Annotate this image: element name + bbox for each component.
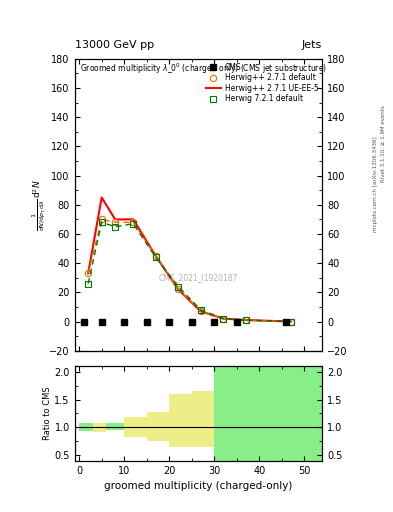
CMS — [234, 318, 239, 325]
Herwig++ 2.7.1 UE-EE-5 — [221, 315, 226, 322]
Herwig 7.2.1 default — [221, 315, 226, 322]
Bar — [169, 394, 192, 447]
Herwig 7.2.1 default — [198, 307, 203, 313]
Herwig 7.2.1 default — [86, 281, 90, 287]
Bar — [106, 423, 124, 430]
Herwig++ 2.7.1 UE-EE-5 — [176, 286, 180, 292]
Y-axis label: $\frac{1}{\mathrm{d}N/\mathrm{d}p_\mathrm{T}\,\mathrm{d}\lambda}\,\mathrm{d}^2N$: $\frac{1}{\mathrm{d}N/\mathrm{d}p_\mathr… — [31, 179, 48, 230]
Bar — [79, 423, 93, 431]
Herwig 7.2.1 default — [131, 221, 136, 227]
Text: Rivet 3.1.10, ≥ 1.9M events: Rivet 3.1.10, ≥ 1.9M events — [381, 105, 386, 182]
Line: CMS: CMS — [81, 319, 289, 324]
CMS — [99, 318, 104, 325]
Herwig++ 2.7.1 default — [153, 253, 158, 259]
Herwig++ 2.7.1 UE-EE-5 — [153, 253, 158, 259]
Herwig 7.2.1 default — [288, 318, 293, 325]
Herwig 7.2.1 default — [153, 254, 158, 261]
Text: mcplots.cern.ch [arXiv:1306.3436]: mcplots.cern.ch [arXiv:1306.3436] — [373, 137, 378, 232]
Herwig++ 2.7.1 default — [99, 216, 104, 222]
Herwig++ 2.7.1 default — [113, 219, 118, 225]
Herwig++ 2.7.1 UE-EE-5 — [288, 318, 293, 325]
Herwig++ 2.7.1 default — [86, 270, 90, 276]
Herwig 7.2.1 default — [176, 284, 180, 290]
Line: Herwig 7.2.1 default: Herwig 7.2.1 default — [85, 219, 294, 325]
Herwig++ 2.7.1 default — [243, 317, 248, 323]
Text: CMS_2021_I1920187: CMS_2021_I1920187 — [159, 273, 238, 282]
Herwig++ 2.7.1 default — [198, 308, 203, 314]
Herwig++ 2.7.1 UE-EE-5 — [131, 216, 136, 222]
CMS — [81, 318, 86, 325]
Herwig++ 2.7.1 default — [176, 286, 180, 292]
CMS — [212, 318, 217, 325]
Legend: CMS, Herwig++ 2.7.1 default, Herwig++ 2.7.1 UE-EE-5, Herwig 7.2.1 default: CMS, Herwig++ 2.7.1 default, Herwig++ 2.… — [204, 61, 320, 105]
Herwig++ 2.7.1 default — [131, 219, 136, 225]
Herwig 7.2.1 default — [243, 317, 248, 323]
X-axis label: groomed multiplicity (charged-only): groomed multiplicity (charged-only) — [104, 481, 293, 491]
Herwig++ 2.7.1 UE-EE-5 — [86, 270, 90, 276]
Herwig++ 2.7.1 default — [221, 315, 226, 322]
Text: Jets: Jets — [302, 40, 322, 50]
Bar — [214, 366, 327, 461]
CMS — [122, 318, 127, 325]
Herwig 7.2.1 default — [99, 219, 104, 225]
Herwig++ 2.7.1 UE-EE-5 — [113, 216, 118, 222]
Bar — [124, 417, 147, 437]
Bar — [93, 423, 106, 431]
Line: Herwig++ 2.7.1 default: Herwig++ 2.7.1 default — [85, 216, 294, 325]
Bar — [147, 412, 169, 441]
Bar — [192, 391, 214, 447]
Herwig++ 2.7.1 UE-EE-5 — [198, 308, 203, 314]
CMS — [144, 318, 149, 325]
Text: Groomed multiplicity $\lambda\_0^0$ (charged only) (CMS jet substructure): Groomed multiplicity $\lambda\_0^0$ (cha… — [80, 62, 327, 76]
Herwig++ 2.7.1 default — [288, 318, 293, 325]
Herwig++ 2.7.1 UE-EE-5 — [99, 195, 104, 201]
Herwig 7.2.1 default — [113, 224, 118, 230]
Herwig++ 2.7.1 UE-EE-5 — [243, 317, 248, 323]
CMS — [284, 318, 288, 325]
Y-axis label: Ratio to CMS: Ratio to CMS — [43, 387, 51, 440]
CMS — [167, 318, 172, 325]
Text: 13000 GeV pp: 13000 GeV pp — [75, 40, 154, 50]
Line: Herwig++ 2.7.1 UE-EE-5: Herwig++ 2.7.1 UE-EE-5 — [88, 198, 291, 322]
Bar — [93, 423, 106, 432]
CMS — [189, 318, 194, 325]
